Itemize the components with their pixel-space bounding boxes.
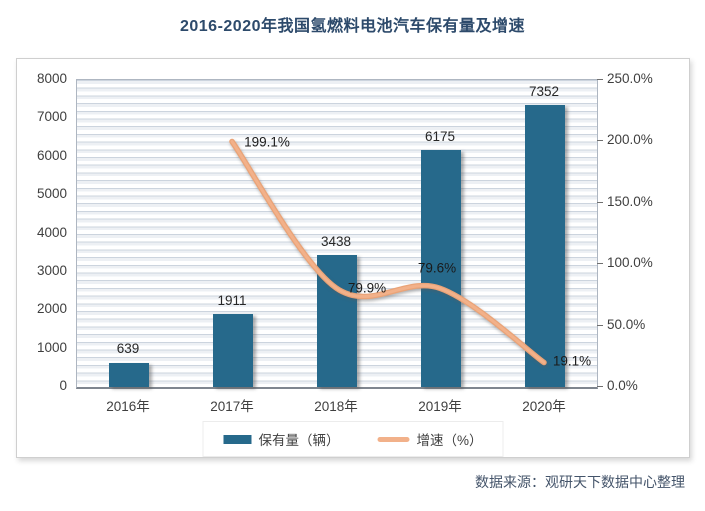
growth-line-edge (229, 138, 547, 366)
left-axis-tick-label: 3000 (36, 262, 67, 278)
source-note: 数据来源：观研天下数据中心整理 (475, 474, 685, 490)
growth-line-core (230, 140, 546, 364)
right-axis-tick-label: 50.0% (607, 316, 646, 332)
left-axis-tick-label: 8000 (36, 71, 67, 86)
bar (109, 362, 149, 387)
right-axis-tick-label: 200.0% (607, 132, 653, 148)
legend-line-swatch (377, 436, 410, 442)
legend-bar-swatch (223, 434, 252, 444)
x-axis-label: 2017年 (210, 399, 254, 414)
legend-label: 保有量（辆） (258, 433, 340, 448)
left-axis-tick-label: 7000 (36, 109, 67, 125)
left-axis-tick-label: 2000 (36, 301, 67, 317)
right-axis-tick-label: 0.0% (607, 378, 638, 393)
right-axis-tick-label: 150.0% (607, 193, 653, 209)
left-axis-tick-label: 4000 (36, 224, 67, 240)
growth-line (229, 138, 547, 366)
bar (421, 150, 461, 387)
right-axis-tickmark (597, 386, 603, 387)
right-axis-tickmark (597, 324, 603, 326)
right-axis-tick-label: 100.0% (607, 255, 653, 271)
bar (213, 313, 253, 387)
legend-item: 保有量（辆） (223, 429, 339, 449)
bar-value-label: 1911 (217, 292, 247, 308)
chart-title: 2016-2020年我国氢燃料电池汽车保有量及增速 (179, 18, 526, 35)
plot-area (76, 79, 598, 389)
x-axis-label: 2018年 (314, 399, 358, 414)
right-axis-tickmark (597, 263, 603, 265)
right-axis-tick-label: 250.0% (607, 71, 653, 86)
line-data-label: 19.1% (552, 353, 592, 369)
left-axis-tick-label: 0 (59, 378, 67, 393)
left-axis-tick-label: 1000 (36, 339, 67, 355)
bar (525, 104, 565, 387)
line-data-label: 79.9% (347, 280, 387, 296)
legend-label: 增速（%） (416, 433, 483, 448)
bar-value-label: 6175 (424, 129, 456, 145)
x-axis-label: 2016年 (106, 399, 150, 414)
chart-frame: 保有量（辆） 增速（%） 0 1000 2000 3000 4000 5000 6000 700… (16, 58, 690, 458)
line-data-label: 79.6% (417, 260, 457, 276)
legend-item: 增速（%） (377, 429, 483, 449)
legend: 保有量（辆） 增速（%） (202, 421, 504, 457)
bar-value-label: 639 (116, 341, 140, 357)
right-axis-tickmark (597, 79, 603, 80)
right-axis-tickmark (597, 201, 603, 203)
bar-value-label: 7352 (528, 83, 560, 99)
line-data-label: 199.1% (244, 134, 290, 149)
left-axis-tick-label: 6000 (36, 147, 67, 163)
bar-value-label: 3438 (320, 234, 352, 250)
left-axis-tick-label: 5000 (36, 186, 67, 202)
right-axis-tickmark (597, 140, 603, 142)
x-axis-label: 2020年 (522, 399, 566, 414)
x-axis-label: 2019年 (418, 399, 462, 414)
